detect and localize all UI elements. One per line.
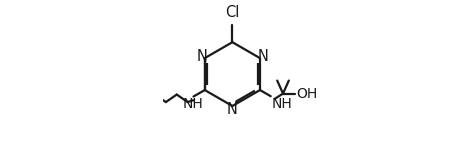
Text: N: N bbox=[258, 49, 269, 64]
Text: OH: OH bbox=[296, 87, 317, 101]
Text: NH: NH bbox=[271, 97, 292, 111]
Text: NH: NH bbox=[183, 97, 204, 111]
Text: Cl: Cl bbox=[225, 5, 240, 20]
Text: N: N bbox=[227, 102, 238, 117]
Text: N: N bbox=[196, 49, 207, 64]
